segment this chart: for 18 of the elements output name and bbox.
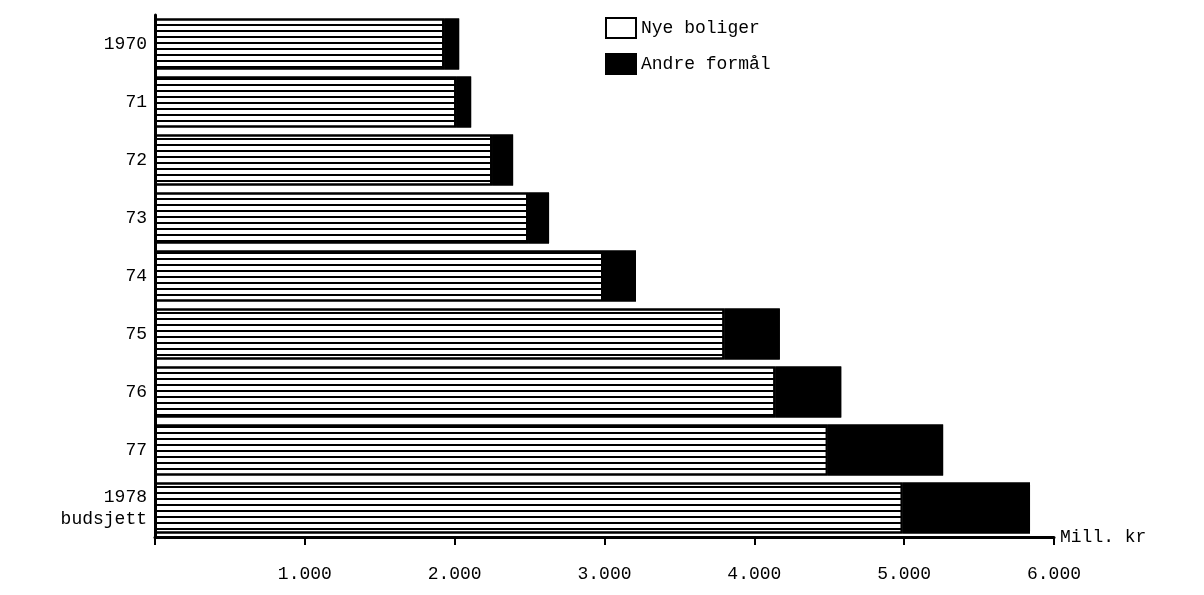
y-tick-label: 1970 — [103, 34, 147, 54]
x-tick-label: 3.000 — [577, 564, 632, 584]
y-tick-label: 72 — [125, 150, 147, 170]
y-tick-label: 75 — [125, 324, 147, 344]
legend-label: Nye boliger — [641, 18, 760, 38]
x-tick-label: 4.000 — [727, 564, 782, 584]
x-tick-label: 5.000 — [877, 564, 932, 584]
y-tick-label: 74 — [125, 266, 147, 286]
y-tick-label: 71 — [125, 92, 147, 112]
x-axis-title: Mill. kr — [1060, 527, 1147, 547]
y-tick-label: 73 — [125, 208, 147, 228]
y-tick-label: 1978 budsjett — [60, 487, 147, 529]
legend-label: Andre formål — [641, 54, 771, 74]
x-tick-label: 2.000 — [427, 564, 482, 584]
x-tick-label: 1.000 — [277, 564, 332, 584]
y-tick-label: 77 — [125, 440, 147, 460]
x-tick-label: 6.000 — [1026, 564, 1082, 584]
y-tick-label: 76 — [125, 382, 147, 402]
